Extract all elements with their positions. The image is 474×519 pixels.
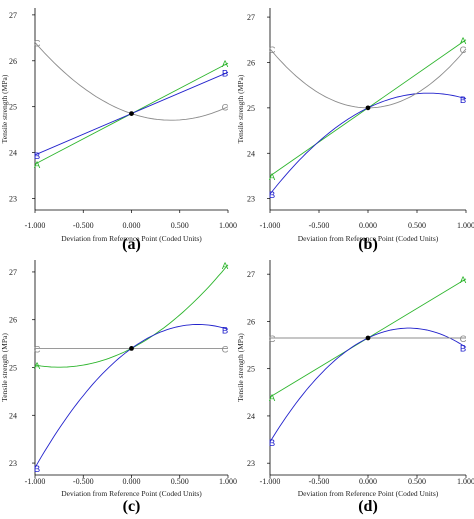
chart-panel-3: -1.000 -0.500 0.000 0.500 1.000 23 24 25 26 27 Dev… (0, 260, 237, 515)
x-tick-label: 1.000 (457, 221, 474, 230)
y-tick-label: 26 (9, 57, 17, 66)
series-label-c-end: C (460, 334, 467, 345)
series-line-c (34, 42, 229, 121)
series-label-a-start: A (34, 361, 41, 372)
series-label-b-end: B (460, 343, 466, 354)
series-label-b-end: B (222, 325, 228, 336)
series-line-c (269, 48, 467, 109)
x-tick-label: 0.000 (359, 221, 377, 230)
series-label-b-start: B (34, 151, 40, 162)
y-tick-label: 24 (247, 149, 255, 158)
series-label-a-end: A (460, 275, 467, 286)
y-tick-label: 23 (247, 459, 255, 468)
x-tick-label: -0.500 (309, 221, 330, 230)
y-tick-label: 27 (247, 270, 255, 279)
series-label-c-end: C (222, 103, 229, 114)
x-tick-label: -1.000 (25, 221, 46, 230)
x-tick-label: -0.500 (309, 477, 330, 486)
x-tick-label: 0.500 (408, 221, 426, 230)
x-tick-label: -1.000 (260, 221, 281, 230)
series-label-a-start: A (269, 393, 276, 404)
x-tick-label: 1.000 (219, 477, 237, 486)
x-tick-label: -1.000 (260, 477, 281, 486)
x-tick-label: 0.500 (171, 221, 189, 230)
x-axis-label: Deviation from Reference Point (Coded Un… (298, 234, 439, 243)
y-tick-label: 27 (9, 268, 17, 277)
chart-panel-2: -1.000 -0.500 0.000 0.500 1.000 23 24 25 26 27 Dev… (236, 8, 474, 253)
y-tick-label: 26 (247, 317, 255, 326)
series-label-c-end: C (222, 344, 229, 355)
reference-point (129, 111, 134, 116)
y-tick-label: 24 (9, 149, 17, 158)
series-label-c-start: C (269, 334, 276, 345)
x-tick-label: -0.500 (73, 477, 94, 486)
series-label-a-start: A (269, 172, 276, 183)
series-label-b-start: B (269, 438, 275, 449)
series-label-c-start: C (269, 45, 276, 56)
series-label-a-start: A (34, 160, 41, 171)
x-axis-label: Deviation from Reference Point (Coded Un… (298, 489, 439, 498)
panel-label: (b) (358, 236, 378, 253)
y-tick-label: 23 (9, 195, 17, 204)
x-tick-label: 1.000 (457, 477, 474, 486)
series-label-a-end: A (222, 59, 229, 70)
chart-panel-4: -1.000 -0.500 0.000 0.500 1.000 23 24 25 26 27 Dev… (236, 260, 474, 515)
series-label-c-end: C (460, 45, 467, 56)
y-tick-label: 24 (9, 411, 17, 420)
y-axis-label: Tensile strength (MPa) (236, 333, 245, 402)
series-label-b-start: B (34, 464, 40, 475)
series-label-a-end: A (460, 36, 467, 47)
series-label-a-end: A (222, 261, 229, 272)
chart-panel-1: -1.000 -0.500 0.000 0.500 1.000 23 24 25 26 27 Dev… (0, 8, 237, 253)
series-label-b-end: B (222, 68, 228, 79)
x-tick-label: 0.000 (123, 477, 141, 486)
x-tick-label: 0.500 (408, 477, 426, 486)
x-axis-label: Deviation from Reference Point (Coded Un… (61, 489, 202, 498)
series-label-c-start: C (34, 38, 41, 49)
x-tick-label: 0.000 (359, 477, 377, 486)
series-line-a (34, 264, 229, 368)
x-axis-label: Deviation from Reference Point (Coded Un… (61, 234, 202, 243)
panel-label: (d) (358, 498, 378, 515)
y-tick-label: 24 (247, 412, 255, 421)
y-tick-label: 27 (9, 11, 17, 20)
x-tick-label: 1.000 (219, 221, 237, 230)
y-tick-label: 27 (247, 13, 255, 22)
series-label-b-end: B (460, 95, 466, 106)
y-tick-label: 25 (247, 365, 255, 374)
y-tick-label: 26 (247, 58, 255, 67)
x-tick-label: 0.000 (123, 221, 141, 230)
series-label-c-start: C (34, 344, 41, 355)
y-axis-label: Tensile strength (MPa) (0, 74, 9, 143)
y-tick-label: 25 (9, 364, 17, 373)
panel-label: (c) (123, 498, 141, 515)
reference-point (365, 105, 371, 111)
y-tick-label: 26 (9, 316, 17, 325)
x-tick-label: 0.500 (171, 477, 189, 486)
reference-point (365, 335, 371, 341)
y-axis-label: Tensile strength (MPa) (236, 74, 245, 143)
y-axis-label: Tensile strength (MPa) (0, 333, 9, 402)
x-tick-label: -1.000 (25, 477, 46, 486)
y-tick-label: 25 (247, 104, 255, 113)
y-tick-label: 23 (247, 195, 255, 204)
series-label-b-start: B (269, 190, 275, 201)
y-tick-label: 25 (9, 103, 17, 112)
x-tick-label: -0.500 (73, 221, 94, 230)
panel-label: (a) (122, 236, 141, 253)
reference-point (129, 345, 134, 351)
y-tick-label: 23 (9, 459, 17, 468)
series-line-b (269, 327, 467, 443)
